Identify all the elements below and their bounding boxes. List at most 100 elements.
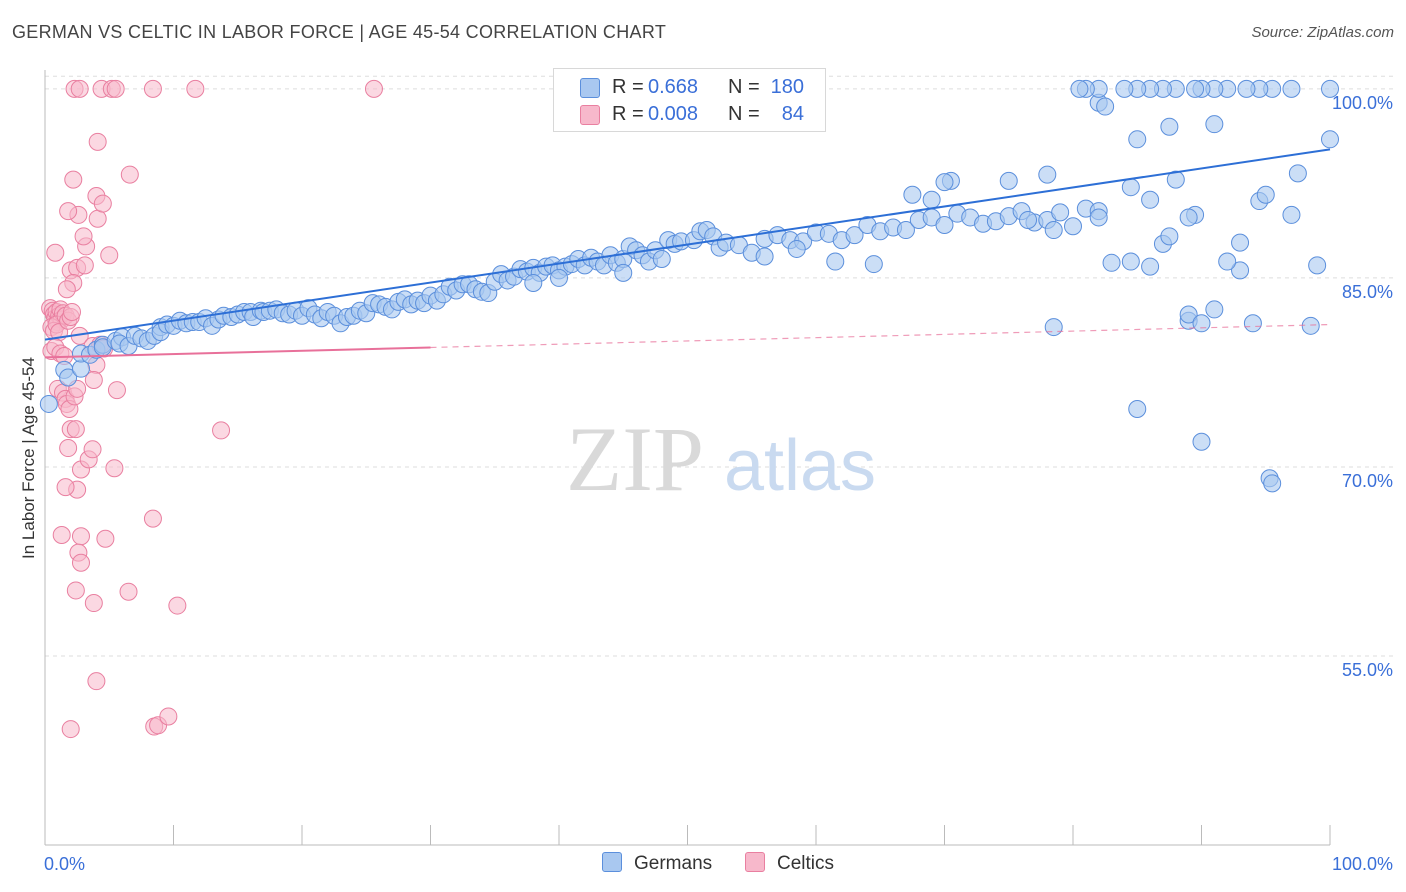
germans-point bbox=[1231, 233, 1250, 252]
axes bbox=[44, 70, 1331, 846]
germans-point bbox=[1179, 208, 1198, 227]
celtics-point bbox=[88, 132, 107, 151]
celtics-point bbox=[159, 707, 178, 726]
celtics-points bbox=[41, 79, 383, 739]
celtics-trend-line-solid bbox=[44, 346, 431, 359]
germans-point bbox=[1019, 210, 1038, 229]
celtics-point bbox=[52, 526, 71, 544]
celtics-point bbox=[66, 420, 85, 439]
germans-point bbox=[1115, 79, 1134, 98]
celtics-point bbox=[59, 202, 78, 221]
trend-lines bbox=[44, 148, 1331, 359]
celtics-point bbox=[71, 553, 90, 572]
celtics-point bbox=[107, 381, 126, 400]
celtics-point bbox=[66, 581, 85, 600]
celtics-point bbox=[364, 79, 383, 98]
germans-point bbox=[1121, 252, 1140, 271]
germans-point bbox=[1256, 185, 1275, 204]
germans-trend-line bbox=[44, 148, 1331, 341]
germans-point bbox=[614, 263, 633, 282]
germans-point bbox=[1102, 253, 1121, 272]
legend-n-value: 180 bbox=[770, 76, 804, 98]
germans-point bbox=[524, 273, 543, 292]
y-tick-label: 85.0% bbox=[1342, 282, 1393, 302]
germans-swatch bbox=[580, 78, 600, 98]
celtics-point bbox=[96, 529, 115, 548]
germans-point bbox=[1128, 399, 1147, 418]
germans-point bbox=[39, 394, 58, 413]
germans-point bbox=[1218, 252, 1237, 271]
celtics-point bbox=[46, 243, 65, 262]
legend-r-value: 0.008 bbox=[648, 103, 699, 125]
gridlines bbox=[45, 75, 1395, 657]
source-label: Source: ZipAtlas.com bbox=[1251, 24, 1394, 41]
legend-n-value: 84 bbox=[781, 103, 804, 125]
legend-r-label: R = bbox=[612, 76, 644, 98]
chart-title: GERMAN VS CELTIC IN LABOR FORCE | AGE 45… bbox=[12, 22, 667, 42]
celtics-point bbox=[105, 459, 124, 478]
germans-point bbox=[1166, 170, 1185, 189]
germans-point bbox=[787, 239, 806, 258]
germans-legend-swatch bbox=[602, 852, 622, 872]
y-axis-label: In Labor Force | Age 45-54 bbox=[19, 357, 38, 559]
germans-point bbox=[1205, 300, 1224, 319]
germans-point bbox=[1128, 130, 1147, 149]
celtics-point bbox=[61, 720, 80, 739]
germans-point bbox=[1192, 314, 1211, 333]
germans-point bbox=[1321, 130, 1339, 149]
celtics-point bbox=[83, 440, 102, 459]
germans-point bbox=[1237, 79, 1256, 98]
legend-n-label: N = bbox=[728, 103, 760, 125]
germans-point bbox=[922, 190, 941, 209]
germans-point bbox=[1044, 221, 1063, 240]
tick-labels: 55.0% 70.0% 85.0% 100.0% 0.0% 100.0% bbox=[44, 93, 1393, 874]
germans-point bbox=[1321, 79, 1339, 98]
germans-point bbox=[1089, 208, 1108, 227]
germans-point bbox=[1288, 164, 1307, 183]
germans-point bbox=[1044, 318, 1063, 337]
germans-point bbox=[935, 173, 954, 192]
legend-box: R = 0.668 N = 180 R = 0.008 N = 84 bbox=[553, 68, 826, 132]
germans-point bbox=[755, 247, 774, 266]
germans-point bbox=[1141, 190, 1160, 209]
germans-point bbox=[999, 171, 1018, 190]
legend-n-label: N = bbox=[728, 76, 760, 98]
germans-point bbox=[1243, 314, 1262, 333]
celtics-point bbox=[64, 170, 83, 189]
germans-point bbox=[550, 268, 568, 287]
germans-point bbox=[903, 185, 922, 204]
celtics-legend-label: Celtics bbox=[777, 853, 835, 874]
legend-r-label: R = bbox=[612, 103, 644, 125]
celtics-trend-line-dashed bbox=[430, 323, 1331, 349]
germans-point bbox=[1096, 97, 1115, 116]
germans-point bbox=[1070, 79, 1089, 98]
germans-point bbox=[1308, 256, 1327, 275]
celtics-point bbox=[74, 227, 93, 246]
germans-point bbox=[1051, 203, 1070, 222]
celtics-point bbox=[57, 280, 76, 299]
germans-point bbox=[1301, 316, 1320, 335]
germans-point bbox=[1038, 165, 1057, 184]
celtics-point bbox=[93, 194, 112, 213]
celtics-point bbox=[84, 371, 103, 389]
celtics-point bbox=[62, 302, 81, 321]
celtics-point bbox=[70, 79, 89, 98]
germans-point bbox=[864, 255, 883, 274]
celtics-point bbox=[212, 421, 231, 440]
celtics-point bbox=[75, 256, 94, 275]
celtics-point bbox=[168, 596, 187, 615]
germans-point bbox=[1186, 79, 1205, 98]
celtics-swatch bbox=[580, 105, 600, 125]
germans-point bbox=[1179, 305, 1198, 324]
celtics-point bbox=[143, 509, 162, 528]
germans-point bbox=[652, 250, 671, 269]
celtics-point bbox=[100, 246, 119, 265]
germans-point bbox=[1282, 205, 1301, 224]
germans-point bbox=[1160, 117, 1179, 136]
x-tick-label: 0.0% bbox=[44, 854, 85, 874]
celtics-point bbox=[88, 209, 107, 228]
watermark-atlas: atlas bbox=[724, 426, 876, 506]
legend-r-value: 0.668 bbox=[648, 76, 699, 98]
celtics-point bbox=[84, 594, 103, 613]
germans-legend-label: Germans bbox=[634, 853, 713, 874]
